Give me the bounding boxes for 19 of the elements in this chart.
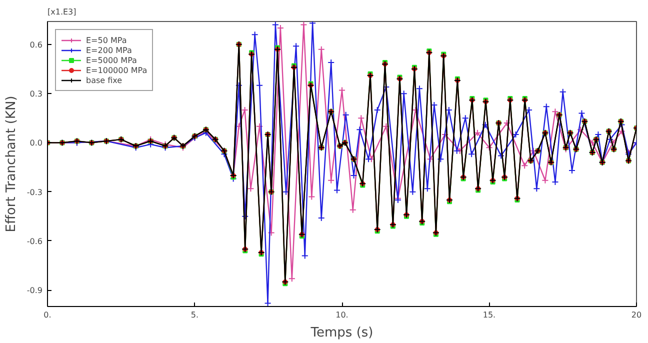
x-tick-label: 0. [44,310,52,320]
legend-label: base fixe [86,75,122,85]
x-tick-label: 20 [631,310,642,320]
x-axis-title: Temps (s) [310,326,374,340]
y-tick-label: 0.3 [30,90,43,99]
legend-label: E=50 MPa [86,35,127,45]
x-tick-label: 10. [336,310,348,320]
y-tick-label: -0.6 [26,236,42,246]
y-axis-title: Effort Tranchant (KN) [4,96,19,232]
y-tick-label: 0.6 [30,40,43,50]
y-tick-label: -0.9 [26,286,42,296]
x-tick-label: 15. [482,310,496,320]
y-tick-label: 0.0 [30,138,43,148]
y-tick-label: -0.3 [26,188,42,197]
legend-label: E=5000 MPa [86,55,137,65]
legend-label: E=200 MPa [86,45,132,55]
legend-label: E=100000 MPa [86,65,148,75]
x-tick-label: 5. [190,310,199,320]
text: [x1.E3] [48,8,76,16]
